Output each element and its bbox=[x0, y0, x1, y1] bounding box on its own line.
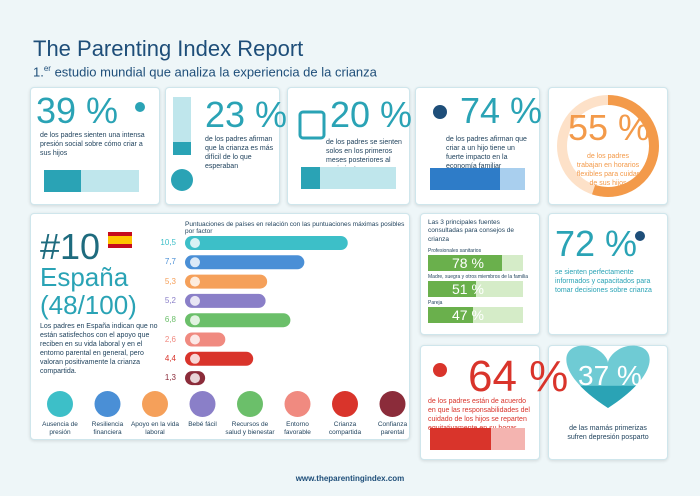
factor-icon bbox=[142, 391, 168, 417]
source-label: Profesionales sanitarios bbox=[428, 248, 482, 254]
stat-value: 20 % bbox=[330, 94, 413, 135]
bar-track bbox=[430, 428, 525, 450]
card bbox=[548, 213, 668, 335]
stat-value: 55 % bbox=[568, 107, 651, 148]
value-label: 5,2 bbox=[164, 295, 176, 305]
factor-label: Bebé fácil bbox=[188, 421, 217, 428]
factor-icon bbox=[237, 391, 263, 417]
factor-label: Apoyo en la vida laboral bbox=[130, 421, 180, 437]
factor-label: Ausencia de presión bbox=[42, 421, 78, 437]
bar-fill bbox=[428, 307, 473, 323]
source-label: Madre, suegra y otros miembros de la fam… bbox=[428, 274, 529, 280]
card bbox=[548, 87, 668, 205]
bar-icon bbox=[190, 315, 200, 326]
subtitle-rest: estudio mundial que analiza la experienc… bbox=[50, 64, 377, 80]
value-label: 7,7 bbox=[164, 257, 176, 267]
stat-text: de los padres sienten una intensa presió… bbox=[40, 132, 145, 158]
stat-text: de los padres afirman que la crianza es … bbox=[205, 136, 274, 171]
stat-value: 23 % bbox=[205, 94, 288, 135]
bar bbox=[185, 313, 291, 328]
bar-icon bbox=[190, 276, 200, 287]
factor-icon bbox=[189, 391, 216, 417]
stat-text: de las mamás primerizas sufren depresión… bbox=[567, 425, 649, 442]
chart-title: Puntuaciones de países en relación con l… bbox=[185, 221, 405, 235]
bar-track bbox=[44, 170, 139, 192]
stat-text: de los padres trabajan en horarios flexi… bbox=[576, 153, 640, 188]
bar-icon bbox=[190, 334, 200, 345]
value-label: 5,3 bbox=[164, 276, 176, 286]
value-label: 4,4 bbox=[164, 353, 176, 363]
icon bbox=[298, 110, 326, 140]
source-value: 78 % bbox=[452, 255, 484, 271]
bar-track bbox=[173, 97, 191, 155]
bar bbox=[185, 351, 254, 366]
stat-value: 74 % bbox=[460, 90, 543, 131]
bar-track bbox=[430, 168, 525, 190]
footer: www.theparentingindex.com bbox=[295, 474, 405, 483]
rank: #10 bbox=[40, 226, 101, 267]
bar bbox=[185, 293, 266, 308]
icon bbox=[433, 105, 447, 119]
value-label: 10,5 bbox=[160, 238, 176, 247]
factor-label: Recursos de salud y bienestar bbox=[225, 421, 275, 437]
bar-fill bbox=[173, 141, 191, 155]
subtitle-prefix: 1. bbox=[33, 64, 44, 80]
bar-fill bbox=[430, 428, 491, 450]
title: The Parenting Index Report bbox=[33, 36, 304, 61]
bar-fill bbox=[428, 281, 477, 297]
bar-fill bbox=[428, 255, 503, 271]
subtitle: 1.er estudio mundial que analiza la expe… bbox=[33, 64, 377, 79]
bar-track bbox=[428, 307, 523, 323]
value-label: 2,6 bbox=[164, 334, 176, 344]
factor-icon bbox=[47, 391, 73, 417]
value-label: 6,8 bbox=[164, 315, 176, 325]
factor-icon bbox=[332, 391, 358, 417]
stat-value: 64 % bbox=[468, 352, 569, 401]
factor-icon bbox=[94, 391, 121, 417]
factor-icon bbox=[379, 391, 406, 417]
flag bbox=[108, 236, 132, 244]
stat-value: 39 % bbox=[36, 90, 119, 131]
factor-icon bbox=[284, 391, 311, 417]
stat-text: se sienten perfectamente informados y ca… bbox=[555, 269, 652, 295]
source-value: 51 % bbox=[452, 281, 484, 297]
bar-track bbox=[428, 281, 523, 297]
source-value: 47 % bbox=[452, 307, 484, 323]
bar-fill bbox=[301, 167, 320, 189]
country: España bbox=[40, 262, 129, 292]
factor-label: Resiliencia financiera bbox=[91, 421, 124, 437]
bar-track bbox=[301, 167, 396, 189]
icon bbox=[135, 102, 145, 112]
sources-title: Las 3 principales fuentes consultadas pa… bbox=[428, 219, 515, 243]
note: Los padres en España indican que no está… bbox=[40, 323, 158, 376]
icon bbox=[433, 363, 447, 377]
factor-label: Entorno favorable bbox=[284, 421, 311, 437]
stat-value: 37 % bbox=[578, 360, 642, 391]
icon bbox=[635, 231, 645, 241]
stat-value: 72 % bbox=[555, 223, 638, 264]
ring-fill bbox=[557, 95, 659, 197]
source-label: Pareja bbox=[428, 300, 443, 306]
factor-label: Confianza parental bbox=[377, 421, 408, 437]
subtitle-sup: er bbox=[43, 64, 51, 73]
stat-text: de los padres afirman que criar a un hij… bbox=[446, 136, 527, 171]
bar bbox=[185, 236, 348, 250]
bar-fill bbox=[44, 170, 82, 192]
bar bbox=[185, 255, 305, 270]
bar-icon bbox=[190, 353, 200, 364]
bar-icon bbox=[190, 295, 200, 306]
icon bbox=[171, 169, 193, 191]
factor-label: Crianza compartida bbox=[328, 421, 362, 437]
bar-icon bbox=[190, 238, 200, 248]
value-label: 1,3 bbox=[164, 373, 176, 383]
bar bbox=[185, 274, 268, 289]
bar-track bbox=[428, 255, 523, 271]
bar-icon bbox=[190, 257, 200, 268]
bar-fill bbox=[430, 168, 501, 190]
bar-icon bbox=[190, 373, 200, 384]
score: (48/100) bbox=[40, 290, 137, 320]
